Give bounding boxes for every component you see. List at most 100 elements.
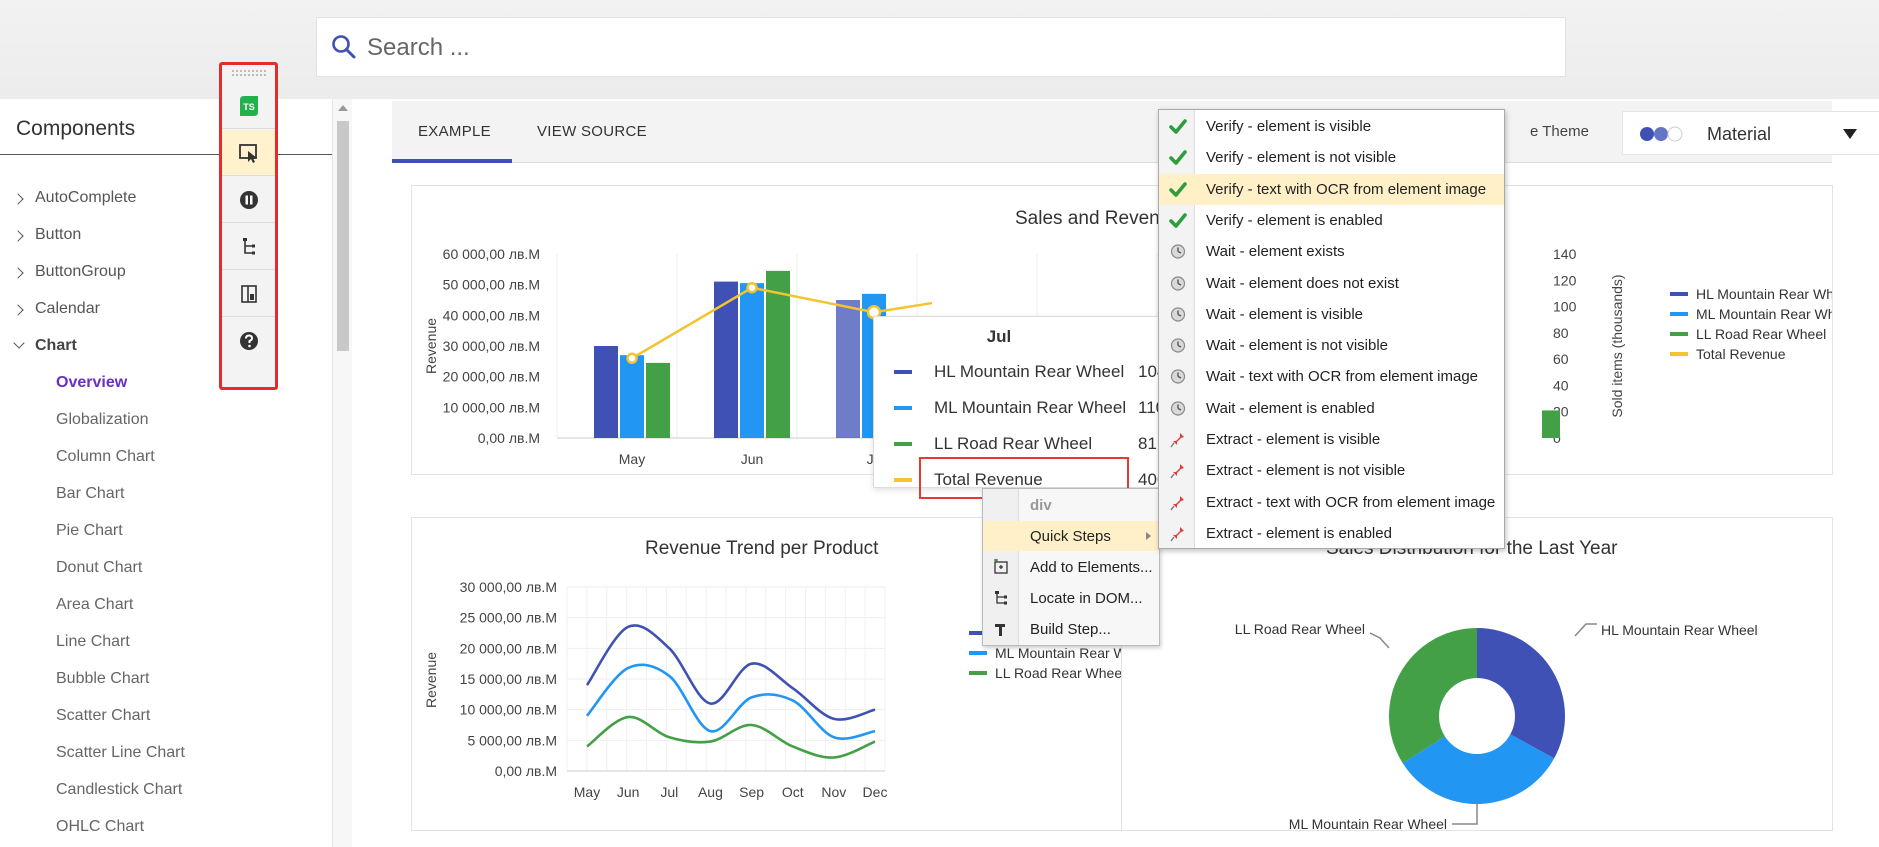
- quick-step-item[interactable]: Verify - element is not visible: [1159, 142, 1504, 173]
- pin-icon: [1170, 526, 1184, 542]
- theme-select[interactable]: Material: [1622, 111, 1879, 155]
- slice-label: HL Mountain Rear Wheel: [1601, 622, 1758, 638]
- quick-step-item[interactable]: Verify - element is visible: [1159, 111, 1504, 142]
- menu-item-label: Locate in DOM...: [1030, 590, 1143, 607]
- sidebar-subitem[interactable]: Candlestick Chart: [56, 781, 183, 798]
- sidebar-subitem[interactable]: Line Chart: [56, 633, 130, 650]
- quick-step-label: Extract - element is enabled: [1206, 524, 1392, 542]
- sidebar-subitem[interactable]: Column Chart: [56, 448, 155, 465]
- theme-label: e Theme: [1530, 123, 1589, 140]
- x-tick-label: Jun: [741, 451, 764, 467]
- chevron-right-icon: [12, 304, 24, 316]
- quick-step-item[interactable]: Wait - element does not exist: [1159, 268, 1504, 299]
- tab-view-source[interactable]: VIEW SOURCE: [537, 123, 647, 140]
- recorder-toolbar: TS: [219, 62, 278, 390]
- quick-step-item[interactable]: Verify - text with OCR from element imag…: [1159, 173, 1504, 205]
- menu-item-build-step[interactable]: Build Step...: [983, 614, 1159, 644]
- sidebar-item-chart[interactable]: Chart: [35, 337, 77, 354]
- scroll-up-arrow-icon[interactable]: [338, 105, 348, 111]
- sidebar-subitem[interactable]: Bar Chart: [56, 485, 125, 502]
- series-line: [586, 715, 876, 759]
- quick-step-label: Extract - element is not visible: [1206, 462, 1406, 480]
- quick-step-item[interactable]: Wait - element exists: [1159, 236, 1504, 267]
- sales-revenue-chart: 60 000,00 лв.М 50 000,00 лв.М 40 000,00 лв…: [423, 246, 1832, 467]
- search-input[interactable]: [367, 30, 1517, 66]
- chevron-right-icon: [12, 230, 24, 242]
- quick-step-item[interactable]: Wait - element is enabled: [1159, 393, 1504, 424]
- quick-step-item[interactable]: Extract - text with OCR from element ima…: [1159, 487, 1504, 518]
- legend-swatch: [894, 442, 912, 446]
- quick-steps-submenu: Verify - element is visible Verify - elem…: [1158, 109, 1505, 549]
- theme-swatch-icon: [1640, 126, 1683, 142]
- pause-button[interactable]: [222, 177, 275, 223]
- quick-step-item[interactable]: Extract - element is not visible: [1159, 455, 1504, 486]
- drag-handle[interactable]: [232, 70, 266, 76]
- sidebar-item-button[interactable]: Button: [35, 226, 82, 243]
- sidebar-subitem[interactable]: OHLC Chart: [56, 818, 145, 835]
- y-tick-label: 20 000,00 лв.М: [460, 640, 557, 656]
- tab-example[interactable]: EXAMPLE: [418, 123, 491, 140]
- dom-tree-button[interactable]: [222, 224, 275, 270]
- sidebar-subitem[interactable]: Pie Chart: [56, 522, 123, 539]
- quick-step-item[interactable]: Extract - element is enabled: [1159, 518, 1504, 549]
- y-tick-label: 0,00 лв.М: [495, 763, 557, 779]
- y-tick-label: 30 000,00 лв.М: [460, 579, 557, 595]
- sidebar-subitem[interactable]: Donut Chart: [56, 559, 143, 576]
- menu-item-locate-in-dom[interactable]: Locate in DOM...: [983, 583, 1159, 613]
- tooltip-series-name: Total Revenue: [934, 470, 1043, 489]
- menu-item-quick-steps[interactable]: Quick Steps: [983, 521, 1159, 551]
- ts-logo-icon: TS: [239, 95, 258, 116]
- clock-icon: [1170, 338, 1186, 353]
- chevron-right-icon: [12, 267, 24, 279]
- sidebar-item-autocomplete[interactable]: AutoComplete: [35, 189, 137, 206]
- search-box[interactable]: [316, 17, 1566, 77]
- quick-step-label: Wait - element exists: [1206, 243, 1345, 261]
- y-tick-label: 15 000,00 лв.М: [460, 671, 557, 687]
- tree-icon: [242, 237, 255, 254]
- y-tick-label: 50 000,00 лв.М: [443, 277, 540, 293]
- sidebar-subitem[interactable]: Bubble Chart: [56, 670, 150, 687]
- quick-step-label: Verify - text with OCR from element imag…: [1206, 180, 1487, 198]
- y-tick-label: 10 000,00 лв.М: [460, 702, 557, 718]
- tooltip-title: Jul: [986, 327, 1012, 346]
- sidebar-subitem[interactable]: Scatter Line Chart: [56, 744, 185, 761]
- bar: [620, 355, 644, 438]
- menu-item-add-to-elements[interactable]: Add to Elements...: [983, 552, 1159, 582]
- slice-label: LL Road Rear Wheel: [1235, 621, 1365, 637]
- clock-icon: [1170, 369, 1186, 384]
- y2-axis-title: Sold items (thousands): [1609, 274, 1625, 417]
- tooltip-row: Total Revenue 406: [894, 470, 1164, 490]
- clock-icon: [1170, 307, 1186, 322]
- x-tick-label: Nov: [821, 784, 846, 800]
- quick-step-item[interactable]: Wait - element is visible: [1159, 299, 1504, 330]
- tooltip-value: 110: [1138, 398, 1164, 417]
- help-button[interactable]: [222, 318, 275, 364]
- quick-step-item[interactable]: Verify - element is enabled: [1159, 205, 1504, 236]
- quick-step-label: Extract - element is visible: [1206, 431, 1381, 448]
- ts-logo-button[interactable]: TS: [222, 83, 275, 129]
- legend-swatch: [1670, 352, 1688, 356]
- quick-step-item[interactable]: Wait - text with OCR from element image: [1159, 361, 1504, 392]
- y-tick-label: 5 000,00 лв.М: [467, 732, 557, 748]
- sidebar-subitem-overview[interactable]: Overview: [56, 374, 128, 391]
- chevron-down-icon: [13, 337, 25, 349]
- series-line: [585, 624, 876, 721]
- pie-slice: [1402, 734, 1555, 804]
- sidebar-subitem[interactable]: Globalization: [56, 411, 149, 428]
- quick-step-item[interactable]: Extract - element is visible: [1159, 424, 1504, 455]
- quick-step-item[interactable]: Wait - element is not visible: [1159, 330, 1504, 361]
- sidebar-item-buttongroup[interactable]: ButtonGroup: [35, 263, 126, 280]
- active-tab-indicator: [392, 159, 512, 163]
- menu-item-label: Build Step...: [1030, 621, 1111, 638]
- sidebar-scrollbar[interactable]: [332, 99, 352, 847]
- scrollbar-thumb[interactable]: [337, 121, 349, 351]
- sidebar-item-calendar[interactable]: Calendar: [35, 300, 100, 317]
- sidebar-subitem[interactable]: Scatter Chart: [56, 707, 151, 724]
- check-icon: [1169, 181, 1187, 197]
- quick-step-label: Verify - element is not visible: [1206, 149, 1397, 167]
- context-menu: div Quick Steps Add to Elements... Locat…: [982, 488, 1160, 646]
- sidebar-subitem[interactable]: Area Chart: [56, 596, 134, 613]
- menu-item-label: Quick Steps: [1030, 528, 1111, 545]
- select-element-button[interactable]: [222, 130, 275, 176]
- panel-button[interactable]: [222, 271, 275, 317]
